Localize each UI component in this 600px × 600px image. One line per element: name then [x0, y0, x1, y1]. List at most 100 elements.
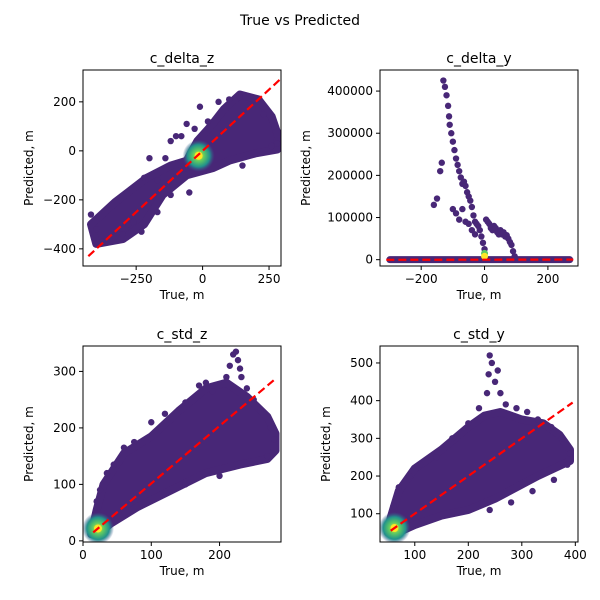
- y-tick-label: 200: [350, 469, 373, 483]
- scatter-baseline: [386, 256, 574, 264]
- panel-c_std_y: 100 200 300 400 100 200 300 400 500 c_std_y True, …: [319, 327, 587, 578]
- x-axis-label: True, m: [456, 288, 502, 302]
- x-axis-label: True, m: [159, 564, 205, 578]
- scatter-point: [443, 92, 450, 99]
- scatter-point: [195, 382, 203, 389]
- y-tick-label: 300: [53, 364, 76, 378]
- scatter-point: [232, 348, 240, 355]
- scatter-point: [161, 410, 169, 417]
- y-axis-label: Predicted, m: [299, 130, 313, 206]
- scatter-point: [465, 220, 472, 228]
- scatter-point: [202, 379, 210, 386]
- scatter-point: [502, 401, 509, 408]
- y-tick-label: −200: [43, 193, 76, 207]
- scatter-point: [564, 461, 571, 468]
- scatter-cloud: [384, 408, 574, 538]
- scatter-point: [154, 208, 161, 216]
- scatter-point: [119, 230, 127, 238]
- scatter-point: [148, 419, 155, 426]
- scatter-point: [273, 140, 281, 147]
- scatter-point: [120, 444, 128, 451]
- scatter-point: [485, 371, 492, 378]
- scatter-point: [196, 103, 204, 110]
- scatter-point-highlight: [481, 252, 489, 260]
- scatter-point: [451, 146, 458, 154]
- scatter-point: [470, 212, 477, 219]
- scatter-point: [238, 373, 245, 381]
- scatter-point: [566, 450, 574, 457]
- scatter-point: [534, 416, 542, 423]
- scatter-point: [459, 205, 466, 213]
- axes-frame: [379, 69, 579, 267]
- scatter-point: [471, 231, 479, 238]
- y-tick-label: 200000: [327, 168, 373, 182]
- scatter-point: [93, 226, 100, 233]
- y-tick-label: 0: [365, 253, 373, 267]
- axes-frame: [82, 69, 282, 267]
- y-tick-label: 400000: [327, 84, 373, 98]
- scatter-point: [486, 352, 493, 359]
- plot-area: [386, 77, 574, 264]
- scatter-point: [140, 174, 148, 181]
- axes-frame: [82, 345, 282, 543]
- scatter-point: [467, 197, 474, 204]
- scatter-cloud: [87, 378, 280, 540]
- scatter-point: [268, 142, 275, 150]
- scatter-point: [167, 137, 174, 145]
- scatter-point: [264, 452, 271, 460]
- scatter-point: [209, 387, 216, 395]
- scatter-point: [497, 389, 504, 397]
- scatter-point: [191, 125, 198, 132]
- scatter-point: [507, 499, 515, 506]
- scatter-point: [96, 486, 104, 494]
- scatter-point: [243, 385, 251, 392]
- scatter-point: [182, 399, 189, 406]
- x-tick-label: 200: [208, 548, 231, 562]
- scatter-point: [436, 167, 444, 175]
- scatter-point: [529, 487, 536, 495]
- scatter-point: [465, 420, 472, 427]
- scatter-point: [167, 191, 174, 199]
- scatter-point: [491, 378, 499, 386]
- scatter-point: [236, 365, 244, 372]
- scatter-point: [509, 248, 517, 255]
- scatter-point: [390, 502, 397, 510]
- y-tick-label: −400: [43, 242, 76, 256]
- scatter-point: [395, 484, 402, 491]
- x-tick-label: −200: [405, 272, 438, 286]
- scatter-point: [110, 461, 117, 468]
- scatter-point: [267, 424, 274, 432]
- scatter-point: [478, 233, 485, 240]
- scatter-point: [270, 435, 278, 443]
- scatter-point: [548, 423, 555, 431]
- scatter-point: [444, 102, 452, 110]
- y-tick-label: 100: [350, 507, 373, 521]
- ideal-line: [87, 78, 281, 258]
- ideal-line: [92, 379, 275, 534]
- y-axis-label: Predicted, m: [319, 406, 333, 482]
- scatter-point: [216, 472, 223, 480]
- scatter-point: [513, 404, 520, 412]
- x-tick-label: 300: [510, 548, 533, 562]
- scatter-point: [452, 155, 460, 162]
- scatter-point: [416, 461, 424, 468]
- y-tick-label: 100000: [327, 211, 373, 225]
- x-tick-label: 0: [481, 272, 489, 286]
- scatter-point: [479, 239, 487, 247]
- axes-frame: [379, 345, 579, 543]
- scatter-point: [257, 407, 264, 415]
- y-tick-label: 400: [350, 394, 373, 408]
- scatter-point: [236, 93, 244, 101]
- scatter-point: [445, 113, 453, 120]
- y-tick-label: 500: [350, 356, 373, 370]
- x-tick-label: 100: [140, 548, 163, 562]
- x-tick-label: 0: [199, 272, 207, 286]
- scatter-point: [452, 210, 460, 217]
- scatter-point: [146, 155, 153, 162]
- scatter-point: [124, 221, 132, 228]
- plot-area: [87, 78, 281, 258]
- plot-area: [380, 352, 574, 542]
- panel-title: c_delta_z: [150, 51, 215, 67]
- scatter-point: [475, 404, 483, 412]
